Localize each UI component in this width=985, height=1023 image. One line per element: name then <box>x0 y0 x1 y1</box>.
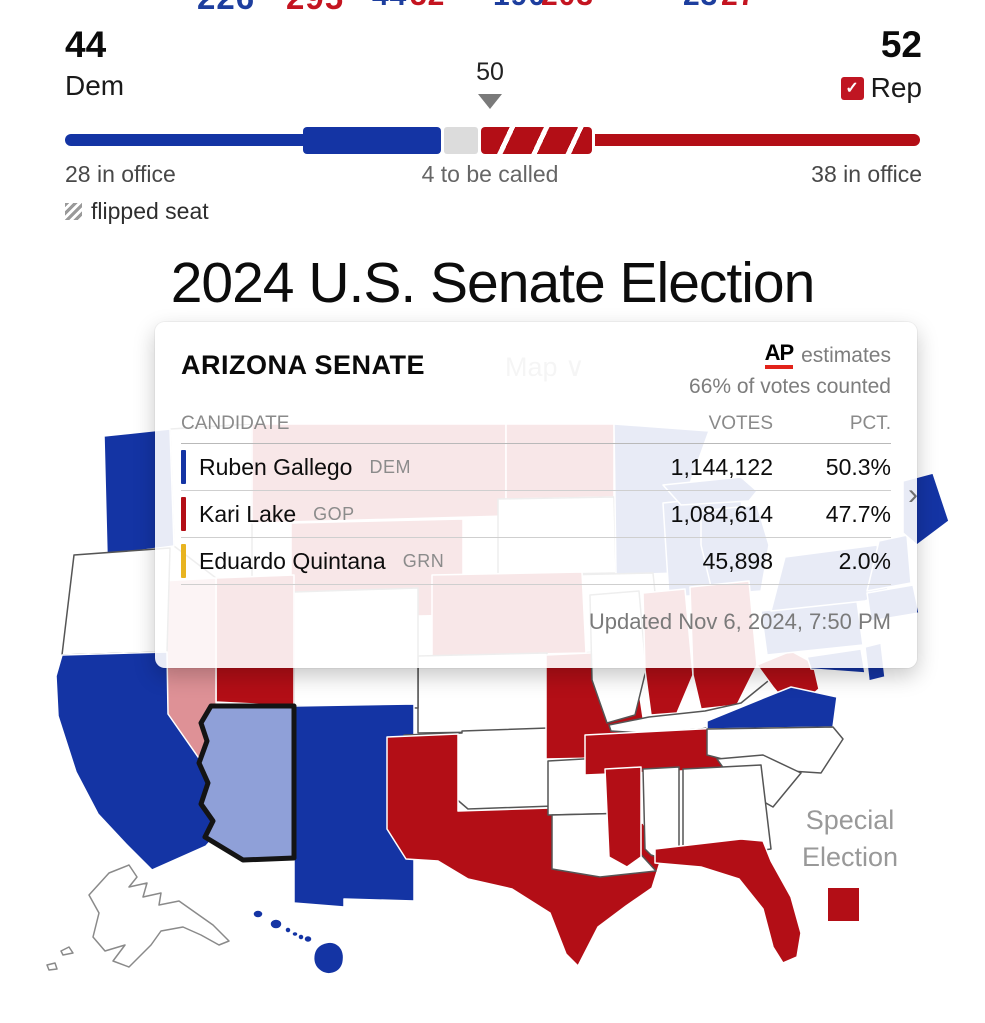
special-election-legend: Special Election <box>801 805 899 872</box>
bar-rep-flipped <box>481 127 592 154</box>
party-color-bar <box>181 544 186 578</box>
majority-marker-arrow-icon <box>478 94 502 109</box>
results-table-header: CANDIDATE VOTES PCT. <box>181 413 891 444</box>
candidate-pct: 47.7% <box>825 500 891 527</box>
state-HI[interactable] <box>252 909 345 975</box>
updated-timestamp: Updated Nov 6, 2024, 7:50 PM <box>588 609 891 634</box>
candidate-row: Kari Lake GOP 1,084,614 47.7% <box>181 491 891 538</box>
top-nav-ribbon: 226 295 44 52 190 203 23 27 <box>0 0 985 13</box>
ribbon-stat: 23 <box>683 0 718 13</box>
rep-checkbox[interactable]: ✓ <box>840 76 864 100</box>
arizona-senate-popup: ARIZONA SENATE AP estimates 66% of votes… <box>155 322 917 668</box>
special-election-swatch-icon <box>828 888 859 921</box>
rep-label: Rep <box>870 72 922 103</box>
rep-legend-row: ✓ Rep <box>840 72 922 104</box>
candidate-party: GOP <box>313 503 355 524</box>
ap-estimates-label: estimates <box>801 343 891 367</box>
state-MS[interactable] <box>604 766 642 868</box>
balance-of-power: 44 Dem 52 ✓ Rep 50 28 in office 4 to be … <box>0 0 985 230</box>
votes-counted-label: 66% of votes counted <box>689 375 891 398</box>
ribbon-stat: 190 <box>493 0 546 13</box>
pct-column-header: PCT. <box>849 413 891 434</box>
candidate-name: Kari Lake <box>199 500 297 527</box>
candidate-row: Eduardo Quintana GRN 45,898 2.0% <box>181 538 891 585</box>
candidate-row: Ruben Gallego DEM 1,144,122 50.3% <box>181 444 891 491</box>
dem-seat-count: 44 <box>65 24 107 65</box>
candidate-votes: 1,144,122 <box>670 453 773 480</box>
flipped-seat-label: flipped seat <box>91 198 209 224</box>
dem-in-office-label: 28 in office <box>65 161 176 187</box>
ribbon-stat: 203 <box>541 0 594 13</box>
candidate-pct: 50.3% <box>825 453 891 480</box>
popup-header: ARIZONA SENATE AP estimates 66% of votes… <box>181 342 891 399</box>
state-AK[interactable] <box>46 864 230 971</box>
candidate-votes: 1,084,614 <box>670 500 773 527</box>
state-AZ-selected[interactable] <box>196 703 297 863</box>
state-OR[interactable] <box>61 547 171 656</box>
ap-logo: AP <box>764 342 794 369</box>
state-CA[interactable] <box>55 651 234 871</box>
candidate-votes: 45,898 <box>702 547 773 574</box>
flipped-seat-swatch-icon <box>65 203 82 220</box>
majority-marker-label: 50 <box>476 58 504 86</box>
candidate-name: Ruben Gallego <box>199 453 353 480</box>
candidate-column-header: CANDIDATE <box>181 413 290 434</box>
ribbon-stat: 27 <box>721 0 756 13</box>
votes-column-header: VOTES <box>708 413 773 434</box>
results-table: CANDIDATE VOTES PCT. Ruben Gallego DEM 1… <box>181 413 891 585</box>
ribbon-stat: 295 <box>286 0 344 13</box>
candidate-pct: 2.0% <box>838 547 891 574</box>
bar-dem-elected <box>303 127 441 154</box>
party-color-bar <box>181 450 186 484</box>
dem-label: Dem <box>65 70 125 101</box>
party-color-bar <box>181 497 186 531</box>
to-be-called-label: 4 to be called <box>421 161 559 187</box>
popup-title: ARIZONA SENATE <box>181 350 426 380</box>
state-FL[interactable] <box>654 838 802 964</box>
state-NM[interactable] <box>293 703 415 908</box>
candidate-party: GRN <box>402 550 445 571</box>
page-title: 2024 U.S. Senate Election <box>170 251 816 315</box>
candidate-name: Eduardo Quintana <box>199 547 386 574</box>
candidate-party: DEM <box>369 456 411 477</box>
ribbon-stat: 226 <box>197 0 255 13</box>
rep-in-office-label: 38 in office <box>811 161 922 187</box>
rep-seat-count: 52 <box>880 24 922 65</box>
bar-uncalled <box>444 127 478 154</box>
bar-rep-in-office <box>595 134 920 146</box>
flipped-seat-legend: flipped seat <box>65 198 209 225</box>
ap-estimates-block: AP estimates 66% of votes counted <box>689 342 891 399</box>
ribbon-stat: 52 <box>410 0 445 13</box>
ribbon-stat: 44 <box>372 0 407 13</box>
next-chevron-icon[interactable]: › <box>908 478 918 511</box>
bar-dem-in-office <box>65 134 305 146</box>
